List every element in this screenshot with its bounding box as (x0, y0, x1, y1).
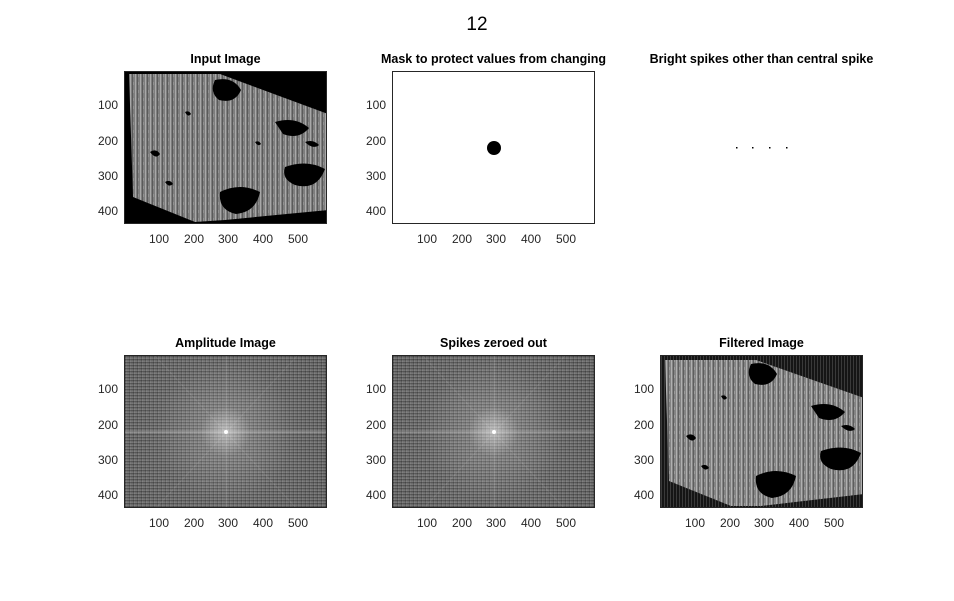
panel-title: Mask to protect values from changing (380, 52, 607, 66)
x-tick-label: 200 (719, 516, 741, 530)
y-tick-label: 100 (633, 382, 654, 396)
x-tick-label: 400 (520, 232, 542, 246)
y-tick-label: 400 (97, 204, 118, 218)
figure-title: 12 (466, 14, 488, 35)
panel-title: Input Image (190, 52, 261, 66)
y-tick-label: 400 (365, 204, 386, 218)
x-tick-label: 500 (287, 232, 309, 246)
y-tick-label: 400 (633, 488, 654, 502)
image-axes (392, 355, 595, 508)
input-image (129, 74, 326, 222)
y-tick-label: 300 (97, 453, 118, 467)
y-tick-label: 200 (633, 418, 654, 432)
panel-title: Bright spikes other than central spike (649, 52, 874, 66)
x-tick-label: 200 (183, 232, 205, 246)
panel-title: Filtered Image (719, 336, 804, 350)
mask-image (487, 141, 501, 155)
panel-mask: Mask to protect values from changing 100… (366, 52, 606, 246)
x-tick-label: 100 (684, 516, 706, 530)
panel-filtered-image: Filtered Image (634, 336, 863, 530)
image-axes (660, 355, 863, 508)
x-tick-label: 500 (555, 232, 577, 246)
panel-spikes-zeroed: Spikes zeroed out 100 200 300 400 100 20… (366, 336, 595, 530)
y-tick-label: 200 (97, 418, 118, 432)
panel-amplitude-image: Amplitude Image 100 200 300 400 100 200 … (98, 336, 327, 530)
x-tick-label: 400 (520, 516, 542, 530)
x-tick-label: 300 (753, 516, 775, 530)
y-tick-label: 400 (365, 488, 386, 502)
y-tick-label: 200 (365, 418, 386, 432)
x-tick-label: 400 (252, 516, 274, 530)
y-tick-label: 300 (365, 169, 386, 183)
panel-bright-spikes: Bright spikes other than central spike (650, 52, 873, 224)
y-tick-label: 300 (97, 169, 118, 183)
x-tick-label: 500 (287, 516, 309, 530)
panel-title: Spikes zeroed out (440, 336, 547, 350)
y-tick-label: 200 (365, 134, 386, 148)
x-tick-label: 200 (451, 232, 473, 246)
filtered-image (661, 356, 862, 507)
amplitude-image (125, 356, 326, 507)
x-tick-label: 100 (148, 232, 170, 246)
x-tick-label: 300 (485, 516, 507, 530)
x-tick-label: 200 (183, 516, 205, 530)
image-axes (124, 355, 327, 508)
y-tick-label: 100 (97, 98, 118, 112)
x-tick-label: 300 (485, 232, 507, 246)
x-tick-label: 300 (217, 516, 239, 530)
panel-input-image: Input Image 100 200 300 400 (98, 52, 327, 246)
x-tick-label: 400 (252, 232, 274, 246)
x-tick-label: 300 (217, 232, 239, 246)
y-tick-label: 100 (365, 98, 386, 112)
x-tick-label: 100 (148, 516, 170, 530)
y-tick-label: 300 (365, 453, 386, 467)
y-tick-label: 100 (97, 382, 118, 396)
image-axes (392, 71, 595, 224)
image-axes (124, 71, 327, 224)
x-tick-label: 400 (788, 516, 810, 530)
y-tick-label: 300 (633, 453, 654, 467)
x-tick-label: 200 (451, 516, 473, 530)
x-tick-label: 500 (555, 516, 577, 530)
y-tick-label: 400 (97, 488, 118, 502)
zeroed-image (393, 356, 594, 507)
spikes-image (736, 147, 788, 149)
x-tick-label: 500 (823, 516, 845, 530)
y-tick-label: 100 (365, 382, 386, 396)
x-tick-label: 100 (416, 516, 438, 530)
x-tick-label: 100 (416, 232, 438, 246)
panel-title: Amplitude Image (175, 336, 276, 350)
y-tick-label: 200 (97, 134, 118, 148)
